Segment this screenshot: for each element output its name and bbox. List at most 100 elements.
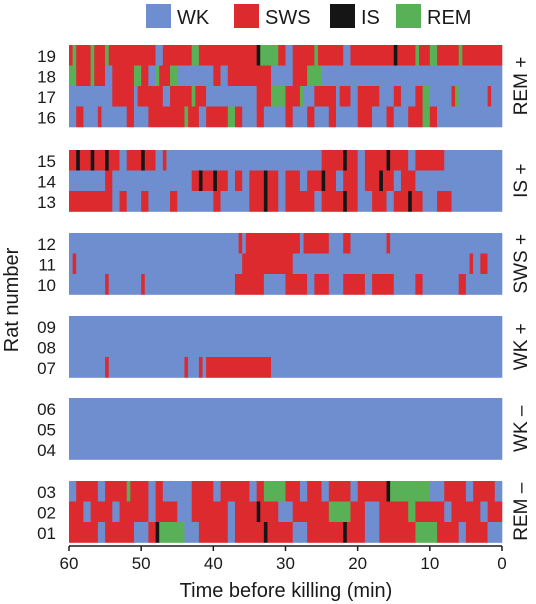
segment-sws — [346, 150, 358, 171]
segment-sws — [372, 274, 395, 295]
rat-label: 01 — [37, 524, 56, 543]
segment-is — [408, 191, 413, 212]
segment-rem — [458, 45, 463, 66]
segment-wk — [144, 274, 236, 295]
segment-is — [198, 170, 203, 192]
segment-sws — [245, 233, 301, 254]
rat-label: 02 — [37, 503, 56, 522]
segment-sws — [184, 357, 189, 378]
segment-wk — [108, 357, 185, 378]
segment-sws — [76, 106, 84, 128]
segment-wk — [69, 170, 106, 192]
segment-wk — [220, 191, 250, 212]
segment-wk — [278, 170, 286, 192]
segment-sws — [400, 170, 416, 192]
segment-sws — [346, 522, 366, 543]
segment-sws — [227, 65, 272, 87]
segment-sws — [159, 65, 171, 87]
segment-sws — [191, 481, 214, 502]
segment-wk — [126, 191, 142, 212]
x-tick-label: 0 — [497, 554, 506, 573]
segment-wk — [133, 106, 149, 128]
rat-label: 04 — [37, 441, 56, 460]
segment-is — [256, 501, 261, 523]
segment-sws — [76, 45, 91, 66]
segment-sws — [195, 86, 207, 107]
segment-sws — [321, 150, 344, 171]
segment-sws — [191, 170, 200, 192]
segment-wk — [263, 106, 286, 128]
segment-sws — [206, 106, 229, 128]
segment-sws — [364, 170, 380, 192]
segment-wk — [188, 357, 200, 378]
segment-wk — [69, 357, 106, 378]
rat-row-16 — [69, 106, 503, 128]
segment-sws — [79, 150, 91, 171]
segment-wk — [299, 233, 304, 254]
segment-sws — [105, 481, 128, 502]
segment-sws — [249, 191, 265, 212]
group-label: REM – — [511, 482, 532, 541]
segment-wk — [83, 106, 99, 128]
segment-is — [343, 150, 348, 171]
x-tick-label: 40 — [204, 554, 223, 573]
segment-sws — [393, 86, 402, 107]
segment-sws — [364, 150, 387, 171]
segment-sws — [408, 106, 423, 128]
segment-sws — [234, 170, 243, 192]
segment-sws — [346, 191, 358, 212]
x-tick-label: 50 — [132, 554, 151, 573]
segment-is — [263, 170, 268, 192]
rat-row-03 — [69, 481, 503, 502]
segment-sws — [144, 150, 156, 171]
segment-rem — [159, 522, 185, 543]
segment-wk — [263, 274, 286, 295]
segment-wk — [408, 150, 416, 171]
segment-sws — [69, 501, 84, 523]
segment-sws — [480, 253, 488, 275]
segment-wk — [76, 253, 243, 275]
segment-sws — [278, 45, 286, 66]
segment-wk — [321, 481, 330, 502]
segment-wk — [166, 150, 322, 171]
segment-rem — [422, 106, 431, 128]
segment-sws — [386, 106, 395, 128]
legend-swatch-is — [330, 4, 355, 28]
segment-wk — [444, 501, 452, 523]
segment-sws — [317, 45, 344, 66]
segment-wk — [101, 106, 128, 128]
segment-wk — [177, 65, 214, 87]
legend-swatch-sws — [234, 4, 259, 28]
segment-sws — [314, 86, 337, 107]
segment-sws — [148, 106, 185, 128]
segment-sws — [170, 191, 178, 212]
segment-wk — [364, 274, 373, 295]
segment-sws — [126, 106, 135, 128]
segment-rem — [133, 65, 142, 87]
segment-wk — [480, 501, 488, 523]
segment-sws — [307, 106, 315, 128]
segment-sws — [321, 191, 344, 212]
segment-rem — [314, 45, 319, 66]
segment-sws — [170, 86, 192, 107]
segment-sws — [393, 191, 409, 212]
segment-sws — [112, 86, 135, 107]
segment-wk — [112, 170, 192, 192]
segment-rem — [415, 522, 438, 543]
segment-sws — [328, 481, 351, 502]
segment-wk — [83, 501, 91, 523]
segment-wk — [437, 106, 503, 128]
segment-sws — [126, 150, 142, 171]
segment-rem — [328, 501, 351, 523]
segment-sws — [119, 501, 149, 523]
segment-wk — [307, 274, 315, 295]
segment-wk — [303, 86, 315, 107]
segment-wk — [357, 170, 366, 192]
segment-is — [213, 170, 218, 192]
segment-wk — [458, 522, 467, 543]
x-axis: 60 50 40 30 20 10 0 — [60, 545, 507, 573]
segment-sws — [130, 481, 149, 502]
